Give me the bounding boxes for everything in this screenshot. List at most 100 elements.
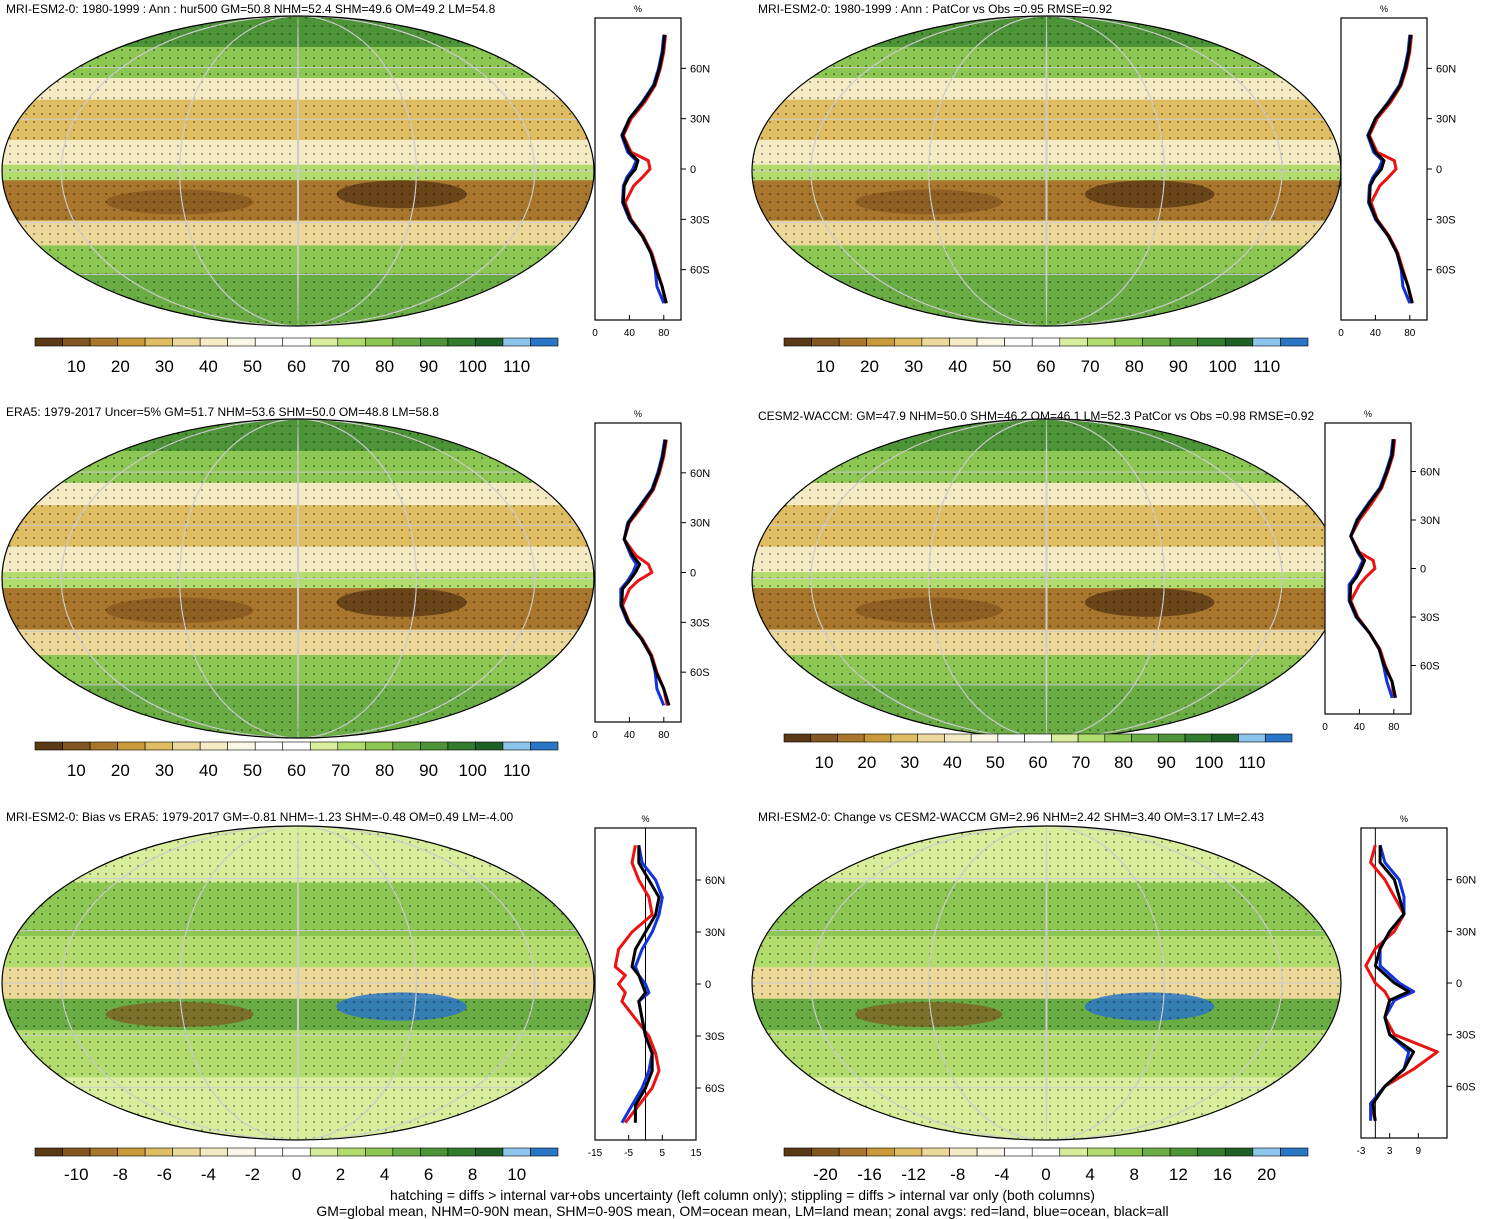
zonal-y-tick-label: 0 [690,568,696,580]
colorbar-swatch [811,1147,840,1157]
colorbar-tick-label: 50 [992,357,1011,376]
colorbar-swatch [783,1147,812,1157]
colorbar-swatch [502,1147,531,1157]
colorbar-tick-label: 20 [111,357,130,376]
colorbar-swatch [1252,337,1281,347]
colorbar-tick-label: 80 [375,761,394,780]
zonal-x-tick-label: -15 [588,1148,603,1159]
colorbar-tick-label: -10 [64,1165,89,1184]
colorbar-swatch [365,337,394,347]
colorbar-swatch [199,741,228,751]
colorbar: 10 20 30 40 50 60 70 80 90 100 110 [783,733,1293,772]
colorbar-swatch [309,741,339,751]
colorbar-tick-label: 60 [1029,753,1048,772]
colorbar-swatch [1252,1147,1281,1157]
map-field [752,16,1341,326]
colorbar-swatch [1197,1147,1226,1157]
colorbar-swatch [1211,733,1239,743]
colorbar-swatch [420,1147,449,1157]
zonal-line-land [1349,439,1397,698]
colorbar-swatch [309,337,339,347]
colorbar-swatch [89,1147,118,1157]
zonal-x-tick-label: 80 [1388,722,1400,733]
colorbar-tick-label: 110 [1253,357,1280,376]
panel-title: MRI-ESM2-0: 1980-1999 : Ann : PatCor vs … [758,2,1113,16]
zonal-line-all [1371,845,1416,1122]
colorbar-swatch [365,1147,394,1157]
map-outline [751,825,1342,1141]
colorbar-tick-label: 90 [419,761,438,780]
colorbar-swatch [1087,1147,1116,1157]
zonal-y-tick-label: 60S [1456,1081,1476,1093]
zonal-x-tick-label: 0 [1338,328,1344,339]
colorbar-tick-label: 16 [1213,1165,1232,1184]
map-outline [1,418,595,739]
zonal-x-tick-label: 0 [592,328,598,339]
colorbar-tick-label: 90 [1169,357,1188,376]
colorbar-swatch [309,1147,339,1157]
colorbar-swatch [1031,1147,1061,1157]
colorbar-tick-label: 60 [287,761,306,780]
zonal-y-tick-label: 30S [690,617,710,629]
colorbar-swatch [1059,337,1088,347]
colorbar-tick-label: 2 [336,1165,345,1184]
colorbar-tick-label: 110 [503,761,530,780]
colorbar-tick-label: 100 [458,761,486,780]
colorbar-tick-label: -12 [901,1165,926,1184]
colorbar-swatch [866,1147,895,1157]
colorbar-swatch [117,741,146,751]
colorbar-tick-label: 80 [1125,357,1144,376]
colorbar-swatch [838,337,868,347]
colorbar-swatch [1197,337,1226,347]
zonal-y-tick-label: 0 [1456,978,1462,990]
colorbar-swatch [420,741,449,751]
zonal-line-land [613,845,661,1124]
map-outline [1,825,595,1141]
colorbar-tick-label: 30 [900,753,919,772]
colorbar-swatch [199,1147,228,1157]
colorbar-swatch [475,337,504,347]
zonal-y-tick-label: 60N [1456,875,1476,887]
zonal-x-tick-label: 15 [690,1148,702,1159]
colorbar-swatch [447,741,476,751]
zonal-y-tick-label: 30N [690,114,710,126]
map-field [2,419,594,738]
colorbar-swatch [530,1147,559,1157]
colorbar-tick-label: -20 [813,1165,838,1184]
colorbar-swatch [254,741,284,751]
colorbar-swatch [1142,1147,1171,1157]
colorbar: 10 20 30 40 50 60 70 80 90 100 110 [783,337,1309,376]
zonal-line-ocean [620,845,664,1124]
zonal-y-tick-label: 60N [1436,63,1456,75]
colorbar-swatch [894,337,923,347]
zonal-y-tick-label: 0 [1420,564,1426,576]
zonal-x-tick-label: 40 [624,328,636,339]
colorbar-tick-label: 10 [816,357,835,376]
zonal-line-ocean [1347,439,1395,699]
colorbar-tick-label: -8 [950,1165,965,1184]
zonal-unit-label: % [1364,409,1372,419]
colorbar-swatch [530,337,559,347]
panel-title: CESM2-WACCM: GM=47.9 NHM=50.0 SHM=46.2 O… [758,409,1315,423]
colorbar-tick-label: 70 [331,761,350,780]
colorbar-swatch [921,1147,950,1157]
colorbar-tick-label: -4 [994,1165,1009,1184]
zonal-line-land [621,439,669,706]
colorbar-swatch [502,337,531,347]
colorbar-tick-label: 10 [507,1165,526,1184]
zonal-y-tick-label: 30S [705,1031,725,1043]
zonal-y-tick-label: 30N [1420,515,1440,527]
colorbar: -20 -16 -12 -8 -4 0 4 8 12 16 20 [783,1147,1309,1184]
colorbar-swatch [62,337,91,347]
colorbar-tick-label: -4 [201,1165,216,1184]
colorbar-swatch [337,337,366,347]
colorbar-swatch [1024,733,1052,743]
zonal-mean-plot: 60N 30N 0 30S 60S 0 40 80% [1322,409,1440,733]
colorbar-tick-label: 40 [943,753,962,772]
colorbar-swatch [1004,337,1033,347]
zonal-y-tick-label: 30S [690,214,710,226]
colorbar-swatch [1280,1147,1309,1157]
